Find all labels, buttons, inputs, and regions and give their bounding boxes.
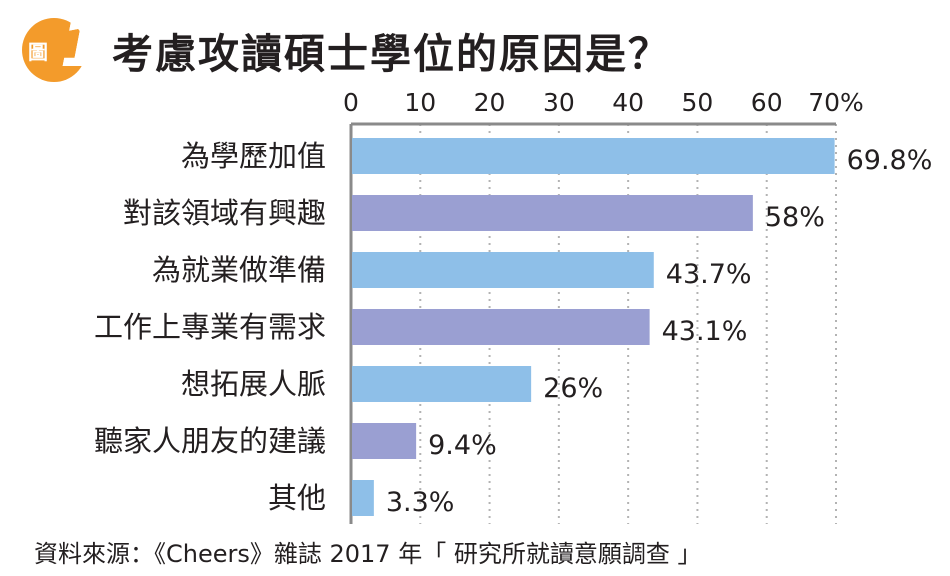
x-tick-label: 0 <box>343 88 359 117</box>
data-label: 9.4% <box>428 430 497 461</box>
chart-title: 考慮攻讀碩士學位的原因是？ <box>112 30 671 78</box>
source-note: 資料來源：《Cheers》雜誌 2017 年「 研究所就讀意願調查 」 <box>34 540 702 568</box>
figure-badge: 圖 1 <box>22 14 126 84</box>
data-label: 43.1% <box>662 316 748 347</box>
bar-layer <box>352 138 835 516</box>
grid-layer <box>349 122 837 524</box>
bar <box>352 309 650 345</box>
bar <box>352 423 417 459</box>
category-label: 想拓展人脈 <box>181 367 326 401</box>
category-label: 其他 <box>268 481 326 515</box>
category-label: 工作上專業有需求 <box>94 310 326 344</box>
bar <box>352 138 835 174</box>
data-label: 69.8% <box>847 145 933 176</box>
x-tick-label: 70% <box>808 88 864 117</box>
bar <box>352 480 374 516</box>
category-label: 為學歷加值 <box>181 139 326 173</box>
category-label: 為就業做準備 <box>152 253 326 287</box>
badge-number: 1 <box>60 8 104 81</box>
bar <box>352 252 654 288</box>
x-tick-label: 10 <box>404 88 436 117</box>
bar <box>352 366 532 402</box>
label-layer: 0 10 20 30 40 50 60 70% 為學歷加值 69.8% 對該領域有興趣 58% 為就業做… <box>94 88 932 518</box>
bar <box>352 195 753 231</box>
data-label: 58% <box>765 202 825 233</box>
badge-circle <box>22 18 86 82</box>
x-tick-label: 50 <box>682 88 714 117</box>
data-label: 43.7% <box>666 259 752 290</box>
category-label: 對該領域有興趣 <box>123 196 326 230</box>
x-tick-label: 40 <box>612 88 644 117</box>
category-label: 聽家人朋友的建議 <box>94 424 326 458</box>
badge-label: 圖 <box>28 40 48 64</box>
data-label: 26% <box>543 373 603 404</box>
x-tick-label: 30 <box>543 88 575 117</box>
data-label: 3.3% <box>386 487 455 518</box>
x-tick-label: 60 <box>751 88 783 117</box>
x-tick-label: 20 <box>474 88 506 117</box>
